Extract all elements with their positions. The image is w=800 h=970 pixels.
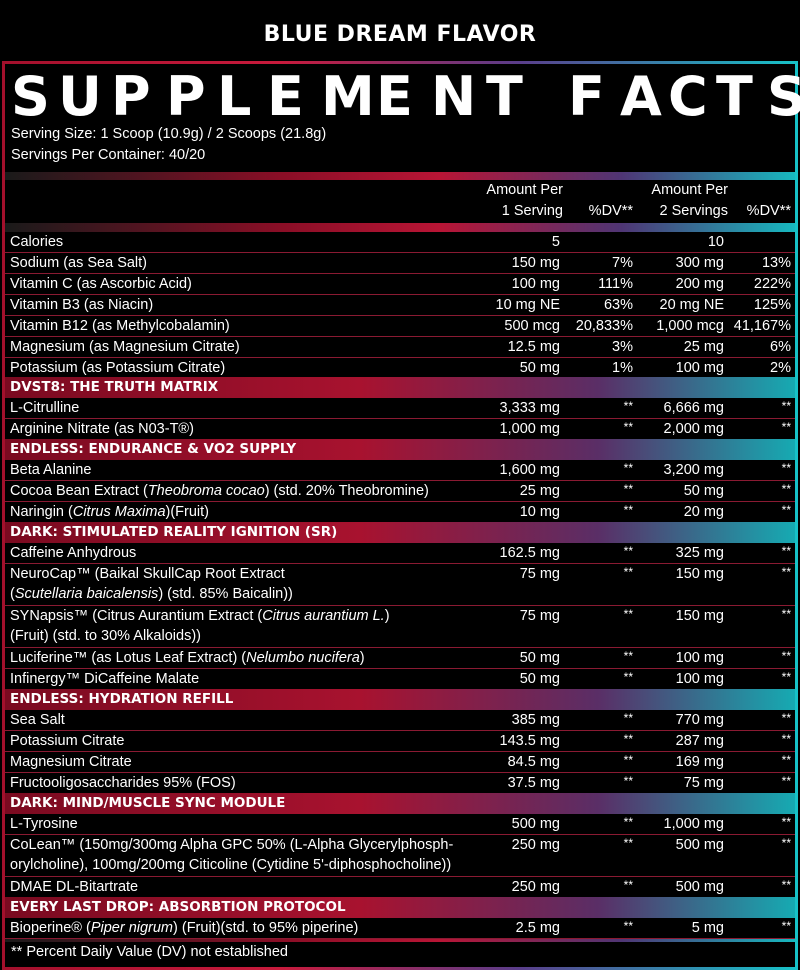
header-dv-2: %DV** <box>746 203 791 219</box>
table-row: Beta Alanine 1,600 mg ** 3,200 mg ** <box>5 460 795 481</box>
table-row: Infinergy™ DiCaffeine Malate 50 mg ** 100… <box>5 669 795 690</box>
table-row: L-Citrulline 3,333 mg ** 6,666 mg ** <box>5 398 795 419</box>
table-row: Vitamin B3 (as Niacin) 10 mg NE 63% 20 mg N… <box>5 295 795 316</box>
table-row: SYNapsis™ (Citrus Aurantium Extract (Cit… <box>5 606 795 648</box>
title-letter: P <box>111 65 151 128</box>
serving-size: Serving Size: 1 Scoop (10.9g) / 2 Scoops… <box>11 126 327 142</box>
header-divider-bottom <box>5 223 795 232</box>
title-letter: M <box>321 65 375 128</box>
title-letter: T <box>486 65 523 128</box>
section-header: DARK: STIMULATED REALITY IGNITION (SR) <box>5 522 795 543</box>
table-row: Magnesium (as Magnesium Citrate) 12.5 mg 3… <box>5 337 795 358</box>
title-letter: S <box>11 65 50 128</box>
title-letter: F <box>568 65 605 128</box>
title-letter: C <box>668 65 708 128</box>
title-letter: E <box>376 65 413 128</box>
table-row: Caffeine Anhydrous 162.5 mg ** 325 mg ** <box>5 543 795 564</box>
section-header: ENDLESS: HYDRATION REFILL <box>5 689 795 710</box>
title-letter: E <box>267 65 304 128</box>
table-row: Vitamin C (as Ascorbic Acid) 100 mg 111% 20… <box>5 274 795 295</box>
table-row: DMAE DL-Bitartrate 250 mg ** 500 mg ** <box>5 877 795 898</box>
header-amount-2: Amount Per 2 Servings <box>651 182 728 219</box>
table-row: Fructooligosaccharides 95% (FOS) 37.5 mg… <box>5 773 795 794</box>
header-dv-1: %DV** <box>588 203 633 219</box>
servings-per-container: Servings Per Container: 40/20 <box>11 147 206 163</box>
table-row: Sodium (as Sea Salt) 150 mg 7% 300 mg 13% <box>5 253 795 274</box>
footnote: ** Percent Daily Value (DV) not establis… <box>11 944 288 960</box>
table-row: Potassium (as Potassium Citrate) 50 mg 1% 1… <box>5 358 795 379</box>
title-letter: N <box>431 65 477 128</box>
table-row: CoLean™ (150mg/300mg Alpha GPC 50% (L-Al… <box>5 835 795 877</box>
section-header: ENDLESS: ENDURANCE & VO2 SUPPLY <box>5 439 795 460</box>
footer-divider <box>5 939 795 942</box>
table-row: Arginine Nitrate (as N03-T®) 1,000 mg ** … <box>5 419 795 440</box>
section-header: DARK: MIND/MUSCLE SYNC MODULE <box>5 793 795 814</box>
table-row: Magnesium Citrate 84.5 mg ** 169 mg ** <box>5 752 795 773</box>
supplement-facts-panel <box>2 61 798 970</box>
table-row: Cocoa Bean Extract (Theobroma cocao) (st… <box>5 481 795 502</box>
table-row: Potassium Citrate 143.5 mg ** 287 mg ** <box>5 731 795 752</box>
title-letter: S <box>767 65 800 128</box>
title-letter: U <box>58 65 102 128</box>
table-row: Vitamin B12 (as Methylcobalamin) 500 mcg 2… <box>5 316 795 337</box>
header-divider-top <box>5 172 795 180</box>
title-letter: P <box>166 65 206 128</box>
flavor-heading: BLUE DREAM FLAVOR <box>263 22 537 47</box>
table-row: Naringin (Citrus Maxima)(Fruit) 10 mg ** … <box>5 502 795 523</box>
title-letter: T <box>716 65 753 128</box>
table-row: L-Tyrosine 500 mg ** 1,000 mg ** <box>5 814 795 835</box>
table-row: Bioperine® (Piper nigrum) (Fruit)(std. t… <box>5 918 795 939</box>
section-header: DVST8: THE TRUTH MATRIX <box>5 377 795 398</box>
table-row: Sea Salt 385 mg ** 770 mg ** <box>5 710 795 731</box>
section-header: EVERY LAST DROP: ABSORBTION PROTOCOL <box>5 897 795 918</box>
header-amount-1: Amount Per 1 Serving <box>486 182 563 219</box>
title-letter: L <box>217 65 252 128</box>
table-row: Calories 5 10 <box>5 232 795 253</box>
title-letter: A <box>620 65 662 128</box>
table-row: Luciferine™ (as Lotus Leaf Extract) (Nel… <box>5 648 795 669</box>
table-row: NeuroCap™ (Baikal SkullCap Root Extract(… <box>5 564 795 606</box>
